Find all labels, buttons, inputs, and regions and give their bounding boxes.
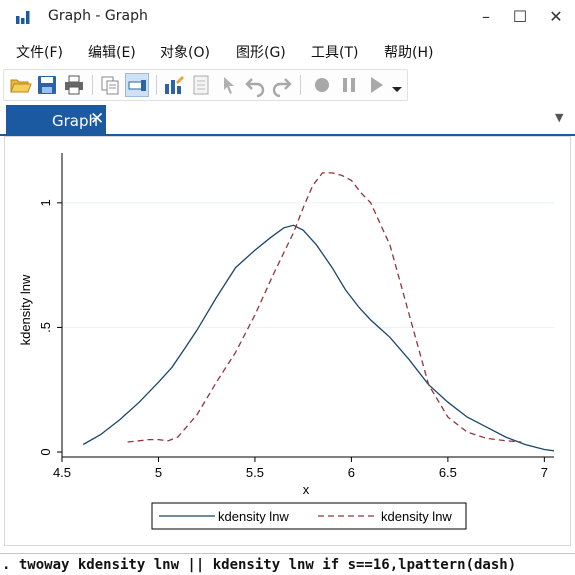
pause-icon[interactable]: [337, 73, 361, 97]
tab-label: Graph: [52, 112, 99, 130]
tab-graph[interactable]: Graph ✕: [6, 105, 106, 136]
dropdown-icon[interactable]: [389, 73, 405, 97]
y-tick-label: .5: [38, 322, 53, 333]
plot-area: [61, 152, 555, 458]
series-line-dashed: [127, 172, 522, 443]
close-window-button[interactable]: ✕: [549, 7, 563, 26]
save-icon[interactable]: [35, 73, 59, 97]
menu-tools[interactable]: 工具(T): [311, 45, 359, 61]
legend-label: kdensity lnw: [218, 509, 289, 524]
toolbar-separator: [300, 75, 301, 95]
menu-file[interactable]: 文件(F): [16, 45, 63, 61]
legend-label: kdensity lnw: [381, 509, 452, 524]
x-axis-title: x: [303, 482, 310, 497]
toolbar-separator: [92, 75, 93, 95]
editor-icon[interactable]: [125, 73, 149, 97]
x-tick-label: 6.5: [439, 465, 457, 480]
redo-icon[interactable]: [270, 73, 294, 97]
menu-graph[interactable]: 图形(G): [236, 45, 286, 61]
x-tick-label: 5: [155, 465, 162, 480]
graph-editor-icon[interactable]: [162, 73, 186, 97]
menu-bar: 文件(F) 编辑(E) 对象(O) 图形(G) 工具(T) 帮助(H): [0, 38, 575, 66]
y-axis-title: kdensity lnw: [18, 274, 33, 345]
window-title: Graph - Graph: [48, 8, 148, 24]
undo-icon[interactable]: [243, 73, 267, 97]
x-tick-label: 6: [348, 465, 355, 480]
properties-icon[interactable]: [189, 73, 213, 97]
tab-underline: [0, 134, 575, 136]
command-text: . twoway kdensity lnw || kdensity lnw if…: [2, 557, 517, 573]
y-tick-label: 0: [38, 448, 53, 455]
record-icon[interactable]: [310, 73, 334, 97]
pointer-icon[interactable]: [216, 73, 240, 97]
toolbar-separator: [156, 75, 157, 95]
print-icon[interactable]: [62, 73, 86, 97]
kdensity-chart: 4.5 5 5.5 6 6.5 7 0 .5 1 x kdensity lnw kdensity ln…: [18, 152, 555, 530]
open-icon[interactable]: [8, 73, 32, 97]
play-icon[interactable]: [364, 73, 388, 97]
title-bar: Graph - Graph – ☐ ✕: [0, 0, 575, 36]
stata-graph-icon: [16, 11, 30, 24]
menu-help[interactable]: 帮助(H): [384, 45, 434, 61]
x-tick-label: 7: [541, 465, 548, 480]
toolbar: [3, 69, 408, 101]
command-divider: [0, 553, 575, 554]
tab-list-dropdown-icon[interactable]: ▼: [555, 111, 564, 124]
y-tick-label: 1: [38, 199, 53, 206]
x-tick-label: 4.5: [53, 465, 71, 480]
menu-object[interactable]: 对象(O): [160, 45, 210, 61]
series-line-solid: [82, 224, 555, 452]
tab-close-icon[interactable]: ✕: [90, 109, 105, 129]
minimize-button[interactable]: –: [482, 7, 490, 26]
copy-icon[interactable]: [98, 73, 122, 97]
graph-window: 4.5 5 5.5 6 6.5 7 0 .5 1 x kdensity lnw kdensity ln…: [4, 136, 571, 546]
x-tick-label: 5.5: [246, 465, 264, 480]
menu-edit[interactable]: 编辑(E): [88, 45, 136, 61]
maximize-button[interactable]: ☐: [512, 7, 528, 26]
